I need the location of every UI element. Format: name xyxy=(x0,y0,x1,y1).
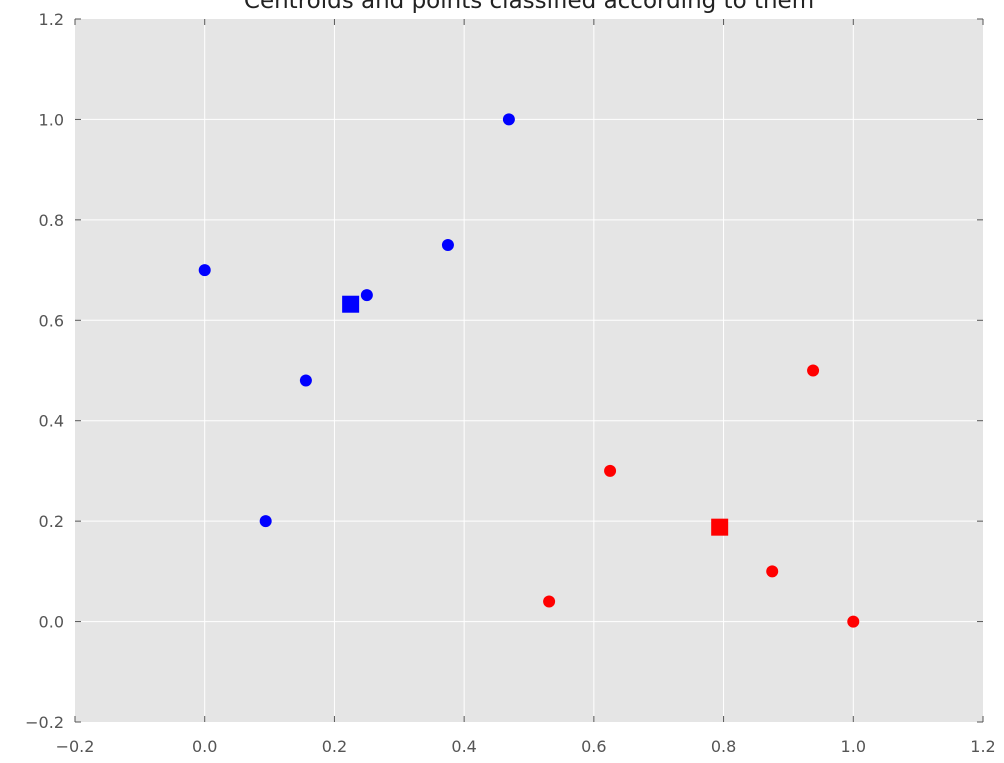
data-point xyxy=(807,364,820,377)
y-tick-label: 1.2 xyxy=(39,10,64,29)
y-tick-labels: −0.2 0.0 0.2 0.4 0.6 0.8 1.0 1.2 xyxy=(25,10,64,732)
x-tick-labels: −0.2 0.0 0.2 0.4 0.6 0.8 1.0 1.2 xyxy=(56,737,996,756)
y-tick-label: 0.6 xyxy=(39,311,64,330)
axis-ticks xyxy=(74,18,984,723)
y-tick-label: −0.2 xyxy=(25,713,64,732)
x-tick-label: 0.8 xyxy=(711,737,736,756)
plot-area xyxy=(75,19,983,722)
y-tick-label: 0.0 xyxy=(39,613,64,632)
x-tick-label: −0.2 xyxy=(56,737,95,756)
data-point xyxy=(847,615,860,628)
data-point xyxy=(299,374,312,387)
y-tick-label: 1.0 xyxy=(39,110,64,129)
x-tick-label: 0.0 xyxy=(192,737,217,756)
y-tick-label: 0.4 xyxy=(39,412,64,431)
centroid-marker xyxy=(342,295,360,313)
data-point xyxy=(441,238,454,251)
x-tick-label: 1.0 xyxy=(841,737,866,756)
x-tick-label: 1.2 xyxy=(970,737,995,756)
y-tick-label: 0.8 xyxy=(39,211,64,230)
centroid-marker xyxy=(711,518,729,536)
data-point xyxy=(198,264,211,277)
data-point xyxy=(259,515,272,528)
x-tick-label: 0.2 xyxy=(322,737,347,756)
data-point xyxy=(360,289,373,302)
data-point xyxy=(502,113,515,126)
x-tick-label: 0.6 xyxy=(581,737,606,756)
y-tick-label: 0.2 xyxy=(39,512,64,531)
data-point xyxy=(604,464,617,477)
data-point xyxy=(766,565,779,578)
x-tick-label: 0.4 xyxy=(451,737,476,756)
data-point xyxy=(543,595,556,608)
data-points xyxy=(198,113,860,628)
grid-lines xyxy=(75,19,983,722)
chart-title: Centroids and points classified accordin… xyxy=(244,0,814,14)
